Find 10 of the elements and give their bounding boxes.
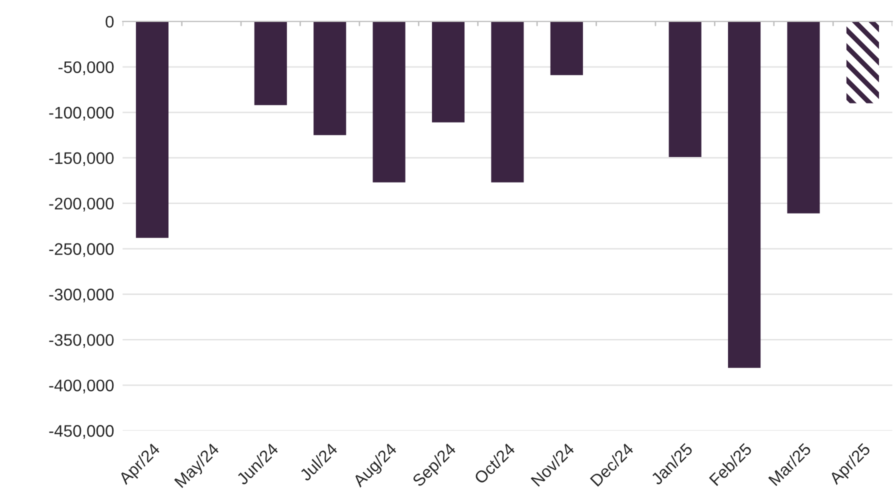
y-tick-label: -400,000 [49, 380, 114, 394]
y-tick-label: -300,000 [49, 288, 114, 302]
y-tick-label: 0 [106, 16, 114, 28]
y-tick-label: -200,000 [49, 198, 114, 212]
y-tick-label: -450,000 [49, 425, 114, 439]
y-tick-label: -100,000 [49, 106, 114, 121]
y-tick-label: -50,000 [58, 61, 114, 76]
y-tick-label: -350,000 [49, 334, 114, 348]
y-tick-label: -150,000 [49, 152, 114, 166]
y-tick-label: -250,000 [49, 243, 114, 257]
